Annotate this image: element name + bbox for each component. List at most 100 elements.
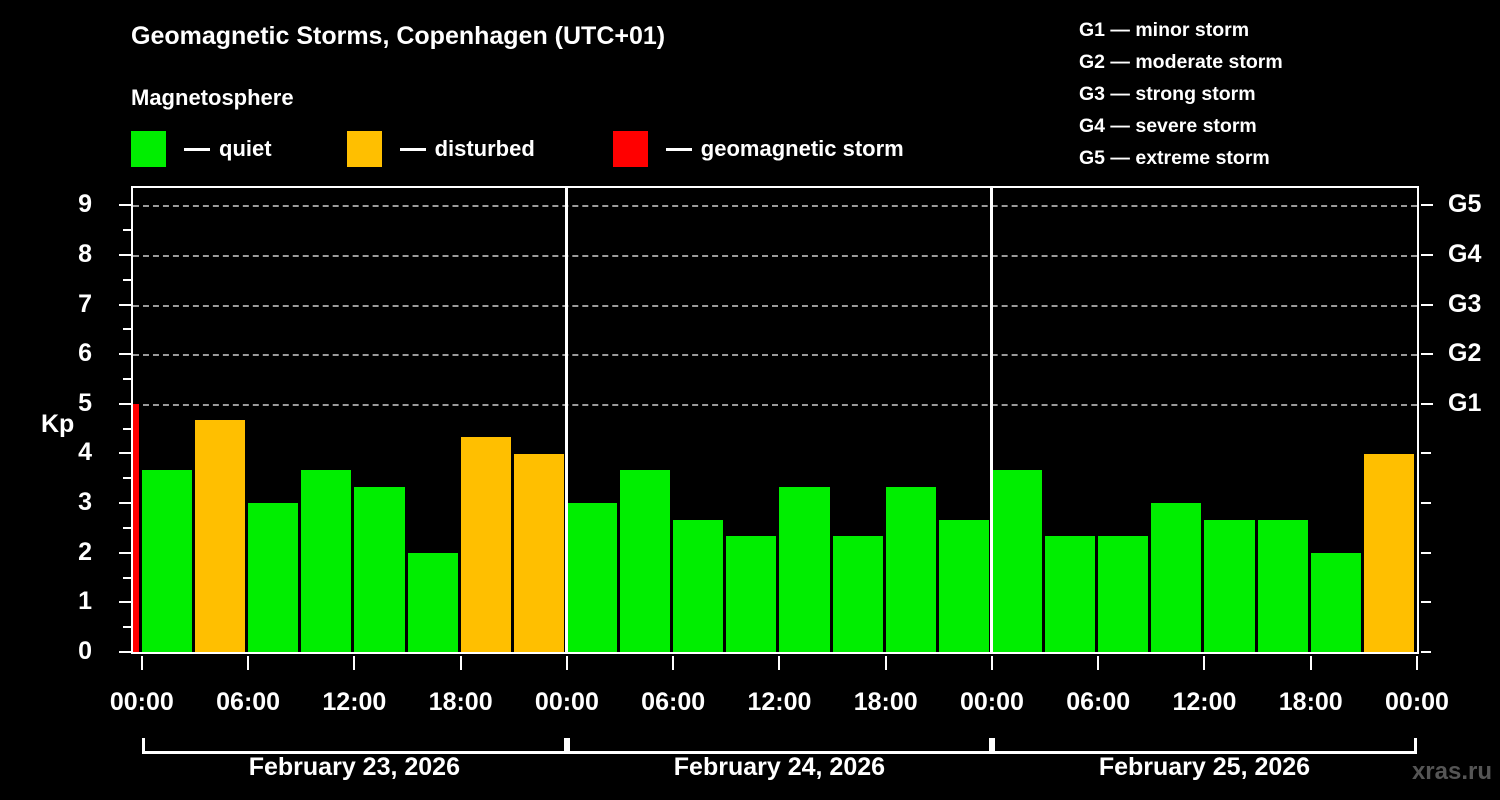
bar-kp-3[interactable] xyxy=(248,503,299,652)
legend-entry-storm[interactable]: geomagnetic storm xyxy=(612,131,904,167)
y-minor-tick xyxy=(123,477,131,480)
y-tick-5 xyxy=(119,402,131,405)
g-tick-G2 xyxy=(1421,353,1433,356)
x-tick-label-0: 00:00 xyxy=(109,688,174,716)
g-minor-tick xyxy=(1421,551,1431,554)
legend-label-quiet: quiet xyxy=(219,136,272,161)
y-minor-tick xyxy=(123,526,131,529)
g-axis-label-G4: G4 xyxy=(1448,239,1482,268)
y-minor-tick xyxy=(123,427,131,430)
y-tick-label-2: 2 xyxy=(78,537,92,566)
page-title: Geomagnetic Storms, Copenhagen (UTC+01) xyxy=(131,22,666,50)
g-tick-G1 xyxy=(1421,402,1433,405)
day-bracket-3 xyxy=(991,738,1417,754)
y-tick-4 xyxy=(119,452,131,455)
g-axis-label-G1: G1 xyxy=(1448,388,1482,417)
legend-entry-quiet[interactable]: quiet xyxy=(131,131,272,167)
y-tick-label-7: 7 xyxy=(78,289,92,318)
x-tick-6 xyxy=(778,656,781,670)
y-minor-tick xyxy=(123,278,131,281)
plot-area[interactable] xyxy=(131,186,1419,654)
day-separator-2 xyxy=(990,188,994,652)
g-tick-G3 xyxy=(1421,303,1433,306)
bar-kp-15[interactable] xyxy=(885,486,936,652)
bar-kp-18[interactable] xyxy=(1045,536,1096,652)
gridline-kp-7 xyxy=(133,304,1417,307)
y-tick-2 xyxy=(119,551,131,554)
chart-subtitle: Magnetosphere xyxy=(131,85,294,110)
y-tick-label-5: 5 xyxy=(78,388,92,417)
y-tick-label-3: 3 xyxy=(78,488,92,517)
bar-kp-19[interactable] xyxy=(1098,536,1149,652)
g-tick-G4 xyxy=(1421,253,1433,256)
bar-kp-9[interactable] xyxy=(566,503,618,652)
bar-kp-13[interactable] xyxy=(779,486,830,652)
y-tick-8 xyxy=(119,253,131,256)
x-tick-label-10: 12:00 xyxy=(1172,688,1237,716)
x-tick-12 xyxy=(1416,656,1418,670)
g-axis-label-G3: G3 xyxy=(1448,289,1482,318)
day-bracket-1 xyxy=(141,738,567,754)
legend-label-disturbed: disturbed xyxy=(434,136,535,161)
bar-kp-6[interactable] xyxy=(407,552,458,652)
legend-dash-icon xyxy=(665,147,692,151)
bar-kp-7[interactable] xyxy=(460,437,511,652)
day-label-1: February 23, 2026 xyxy=(248,753,460,781)
y-minor-tick xyxy=(123,576,131,579)
bar-kp-17[interactable] xyxy=(991,469,1043,652)
x-tick-1 xyxy=(247,656,250,670)
bar-kp-2[interactable] xyxy=(194,420,246,652)
legend-swatch-disturbed xyxy=(346,131,382,167)
y-tick-7 xyxy=(119,303,131,306)
y-tick-9 xyxy=(119,204,131,207)
y-minor-tick xyxy=(123,626,131,629)
y-minor-tick xyxy=(123,378,131,381)
legend-dash-icon xyxy=(399,147,426,151)
x-tick-3 xyxy=(459,656,462,670)
day-label-3: February 25, 2026 xyxy=(1098,753,1311,781)
x-tick-7 xyxy=(884,656,887,670)
y-tick-label-8: 8 xyxy=(78,239,92,268)
y-axis-title: Kp xyxy=(41,410,75,438)
bar-kp-0[interactable] xyxy=(133,403,139,652)
bar-kp-16[interactable] xyxy=(938,519,989,652)
gridline-kp-9 xyxy=(133,205,1417,208)
x-tick-label-5: 06:00 xyxy=(641,688,706,716)
gridline-kp-6 xyxy=(133,354,1417,357)
bar-kp-21[interactable] xyxy=(1204,519,1255,652)
x-tick-8 xyxy=(990,656,993,670)
bar-kp-10[interactable] xyxy=(620,469,671,652)
legend-label-storm: geomagnetic storm xyxy=(700,136,904,161)
y-tick-3 xyxy=(119,502,131,505)
bar-kp-24[interactable] xyxy=(1363,453,1414,652)
bar-kp-8[interactable] xyxy=(513,453,564,652)
x-tick-label-2: 12:00 xyxy=(322,688,387,716)
legend-entry-disturbed[interactable]: disturbed xyxy=(346,131,535,167)
bar-kp-22[interactable] xyxy=(1257,519,1308,652)
day-label-2: February 24, 2026 xyxy=(673,753,886,781)
bar-kp-5[interactable] xyxy=(354,486,405,652)
y-tick-0 xyxy=(119,651,131,653)
bar-series xyxy=(133,188,1417,652)
x-tick-label-4: 00:00 xyxy=(534,688,599,716)
y-minor-tick xyxy=(123,229,131,232)
g-legend-row-3: G3 — strong storm xyxy=(1079,83,1256,105)
bar-kp-4[interactable] xyxy=(301,469,352,652)
bar-kp-14[interactable] xyxy=(832,536,883,652)
bar-kp-1[interactable] xyxy=(141,469,192,652)
y-tick-1 xyxy=(119,601,131,604)
bar-kp-12[interactable] xyxy=(726,536,777,652)
x-tick-label-9: 06:00 xyxy=(1066,688,1131,716)
g-minor-tick xyxy=(1421,601,1431,604)
gridline-kp-8 xyxy=(133,254,1417,257)
legend-swatch-storm xyxy=(612,131,648,167)
bar-kp-23[interactable] xyxy=(1310,552,1361,652)
x-tick-label-11: 18:00 xyxy=(1278,688,1343,716)
g-minor-tick xyxy=(1421,452,1431,455)
bar-kp-20[interactable] xyxy=(1151,503,1202,652)
legend-dash-icon xyxy=(184,147,210,151)
bar-kp-11[interactable] xyxy=(673,519,724,652)
g-legend-row-1: G1 — minor storm xyxy=(1079,19,1250,41)
color-legend: quiet disturbed geomagnetic storm xyxy=(131,131,904,167)
x-tick-10 xyxy=(1203,656,1206,670)
